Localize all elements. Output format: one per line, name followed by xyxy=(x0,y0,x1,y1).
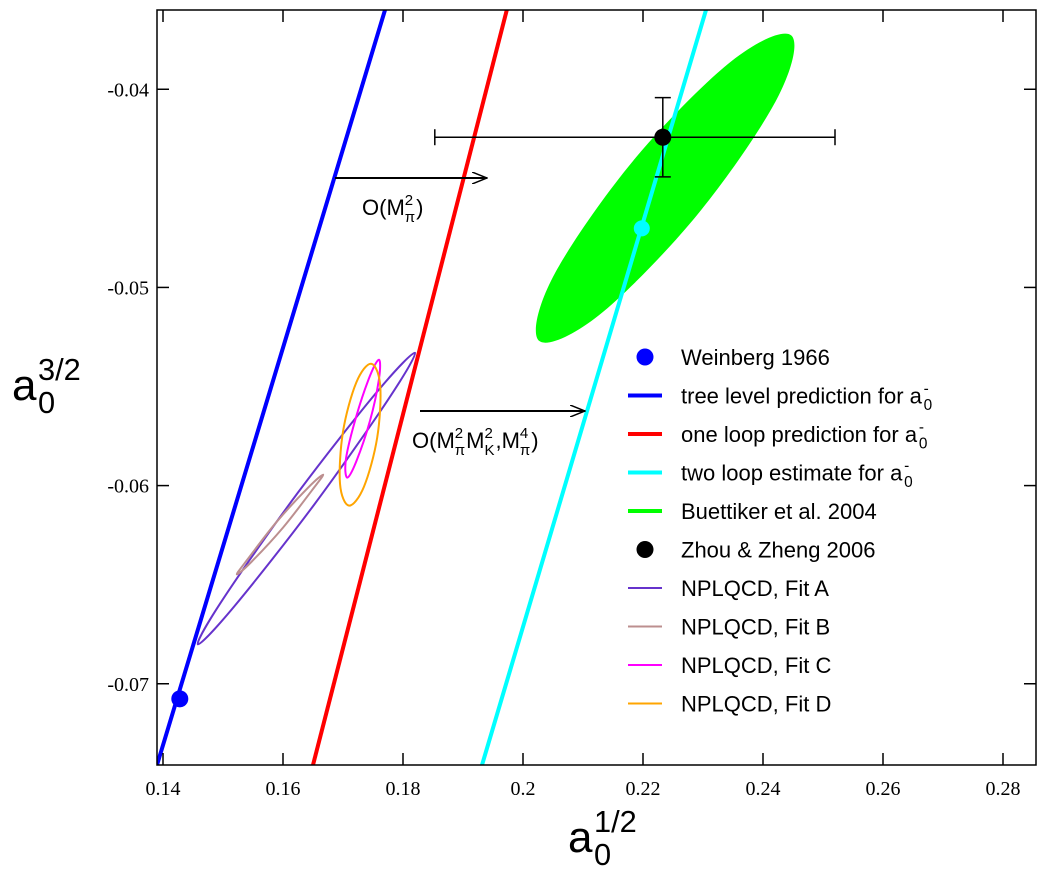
annotation-sup: 2 xyxy=(455,425,463,442)
annotation-sup: 4 xyxy=(520,425,528,442)
legend-label: Buettiker et al. 2004 xyxy=(681,499,877,524)
annotation-sub: K xyxy=(484,442,494,459)
x-tick-label: 0.14 xyxy=(146,778,181,800)
legend-label: NPLQCD, Fit D xyxy=(681,692,831,717)
legend-label-sup: - xyxy=(924,381,929,398)
annotation: M xyxy=(466,428,484,453)
y-axis-label: a xyxy=(12,361,37,410)
x-axis-label-sup: 1/2 xyxy=(594,804,637,839)
legend-label: tree level prediction for a xyxy=(681,384,923,409)
y-tick-label: -0.05 xyxy=(107,277,149,299)
legend-marker xyxy=(636,348,654,366)
point xyxy=(654,128,672,146)
y-tick-label: -0.06 xyxy=(107,476,149,498)
legend-label-sub: 0 xyxy=(924,397,933,414)
point xyxy=(171,690,189,708)
legend-label-sub: 0 xyxy=(919,436,928,453)
annotation-sup: 2 xyxy=(484,425,492,442)
x-tick-label: 0.22 xyxy=(626,778,661,800)
legend-label-sub: 0 xyxy=(904,474,913,491)
legend-label: Zhou & Zheng 2006 xyxy=(681,538,875,563)
x-tick-label: 0.2 xyxy=(511,778,536,800)
annotation-sub: π xyxy=(405,209,415,226)
annotation: O(M xyxy=(412,428,455,453)
legend-marker xyxy=(636,541,654,558)
annotation: O(M xyxy=(362,195,405,220)
legend-label: NPLQCD, Fit C xyxy=(681,653,831,678)
y-tick-label: -0.07 xyxy=(107,674,149,696)
line xyxy=(157,10,387,765)
ellipse xyxy=(338,362,382,507)
point xyxy=(633,220,650,237)
legend-label: Weinberg 1966 xyxy=(681,345,830,370)
x-axis-label: a xyxy=(568,813,593,862)
plot-area xyxy=(157,10,836,765)
x-tick-label: 0.16 xyxy=(266,778,301,800)
legend-label-sup: - xyxy=(919,419,924,436)
y-axis-label-sup: 3/2 xyxy=(38,352,81,387)
annotation: ) xyxy=(416,195,423,220)
legend-label: NPLQCD, Fit A xyxy=(681,576,829,601)
x-tick-label: 0.28 xyxy=(986,778,1021,800)
annotation-sup: 2 xyxy=(405,192,413,209)
plot-frame xyxy=(156,9,1037,766)
annotation: ,M xyxy=(495,428,519,453)
x-axis-label-sub: 0 xyxy=(594,837,611,871)
x-tick-label: 0.24 xyxy=(746,778,781,800)
y-axis-label-sub: 0 xyxy=(38,385,55,420)
ellipse-region xyxy=(535,33,795,343)
x-tick-label: 0.26 xyxy=(866,778,901,800)
legend-label: two loop estimate for a xyxy=(681,461,903,486)
annotation-sub: π xyxy=(520,442,530,459)
ellipse xyxy=(235,473,325,576)
legend-label-sup: - xyxy=(904,458,909,475)
y-tick-label: -0.04 xyxy=(107,79,149,101)
ellipse xyxy=(344,358,382,479)
annotation-sub: π xyxy=(455,442,465,459)
annotation: ) xyxy=(531,428,538,453)
x-tick-label: 0.18 xyxy=(386,778,421,800)
ellipse xyxy=(196,351,417,646)
legend-label: NPLQCD, Fit B xyxy=(681,615,830,640)
line xyxy=(480,10,708,765)
line xyxy=(311,10,509,765)
legend-label: one loop prediction for a xyxy=(681,422,918,447)
